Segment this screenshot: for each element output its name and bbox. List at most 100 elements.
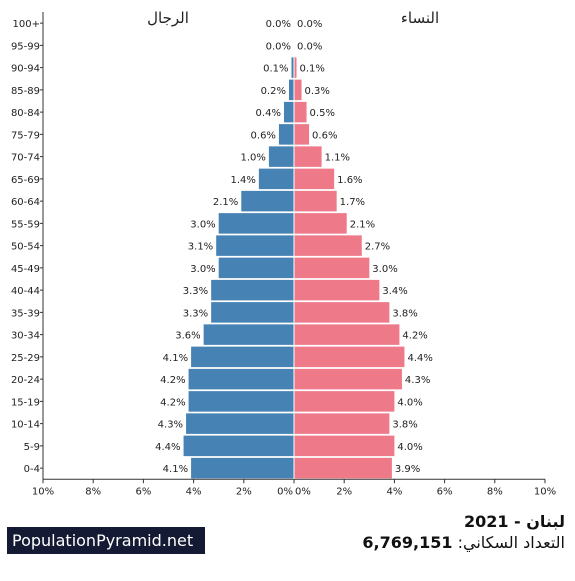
female-value-label: 0.3% [305, 86, 330, 97]
age-label: 15-19 [11, 397, 40, 408]
female-bar [294, 324, 400, 345]
x-tick-label: 0% [277, 486, 293, 497]
x-tick-label: 10% [534, 486, 556, 497]
female-bar [294, 435, 395, 457]
male-value-label: 3.1% [188, 242, 213, 253]
male-bar [188, 368, 294, 390]
female-bar [294, 101, 307, 123]
male-value-label: 0.2% [261, 86, 286, 97]
female-value-label: 3.4% [382, 286, 407, 297]
male-value-label: 3.0% [190, 264, 215, 275]
male-value-label: 4.3% [158, 420, 183, 431]
female-bar [294, 124, 310, 145]
age-label: 5-9 [24, 442, 40, 453]
age-label: 0-4 [24, 464, 40, 475]
male-value-label: 0.4% [256, 108, 281, 119]
age-label: 90-94 [11, 64, 40, 75]
female-bar [294, 257, 370, 279]
male-value-label: 4.2% [160, 397, 185, 408]
male-bar [218, 257, 294, 279]
x-tick-label: 0% [295, 486, 311, 497]
male-value-label: 3.0% [190, 219, 215, 230]
age-label: 75-79 [11, 130, 40, 141]
female-value-label: 2.7% [365, 242, 390, 253]
female-bar [294, 457, 392, 479]
age-label: 100+ [13, 19, 40, 30]
male-value-label: 0.1% [263, 64, 288, 75]
male-value-label: 4.4% [155, 442, 180, 453]
female-bar [294, 391, 395, 412]
male-bar [258, 168, 294, 190]
male-value-label: 0.0% [266, 19, 291, 30]
age-label: 20-24 [11, 375, 40, 386]
female-bar [294, 279, 380, 301]
male-bar [218, 213, 294, 234]
female-bar [294, 413, 390, 434]
female-value-label: 4.0% [397, 397, 422, 408]
male-bar [186, 413, 294, 434]
female-value-label: 3.0% [372, 264, 397, 275]
female-bar [294, 190, 337, 212]
female-value-label: 1.7% [340, 197, 365, 208]
female-bar [294, 346, 405, 368]
female-value-label: 3.8% [392, 420, 417, 431]
female-bar [294, 57, 297, 78]
age-label: 35-39 [11, 308, 40, 319]
male-value-label: 4.1% [163, 464, 188, 475]
male-value-label: 0.6% [251, 130, 276, 141]
male-series-header: الرجال [147, 9, 189, 27]
age-label: 70-74 [11, 153, 40, 164]
chart-title: لبنان - 2021 [463, 512, 565, 531]
male-bar [241, 190, 294, 212]
male-bar [183, 435, 294, 457]
age-label: 40-44 [11, 286, 40, 297]
age-label: 80-84 [11, 108, 40, 119]
male-value-label: 2.1% [213, 197, 238, 208]
age-label: 60-64 [11, 197, 40, 208]
age-label: 55-59 [11, 219, 40, 230]
male-bar [191, 457, 294, 479]
female-value-label: 1.1% [325, 153, 350, 164]
x-tick-label: 2% [236, 486, 252, 497]
male-bar [216, 235, 294, 256]
female-value-label: 4.3% [405, 375, 430, 386]
x-tick-label: 8% [487, 486, 503, 497]
brand-badge[interactable]: PopulationPyramid.net [7, 527, 205, 554]
x-tick-label: 4% [386, 486, 402, 497]
male-value-label: 1.0% [240, 153, 265, 164]
male-bar [268, 146, 294, 167]
female-value-label: 0.0% [297, 19, 322, 30]
population-label: التعداد السكاني: [457, 533, 565, 552]
female-value-label: 2.1% [350, 219, 375, 230]
male-bar [188, 391, 294, 412]
age-label: 45-49 [11, 264, 40, 275]
age-label: 30-34 [11, 331, 40, 342]
male-value-label: 0.0% [266, 41, 291, 52]
female-bar [294, 235, 362, 256]
female-value-label: 0.6% [312, 130, 337, 141]
male-bar [291, 57, 294, 78]
female-bar [294, 146, 322, 167]
age-label: 50-54 [11, 242, 40, 253]
x-tick-label: 6% [437, 486, 453, 497]
female-value-label: 4.2% [402, 331, 427, 342]
male-bar [211, 279, 294, 301]
female-value-label: 3.8% [392, 308, 417, 319]
male-bar [191, 346, 294, 368]
age-label: 95-99 [11, 41, 40, 52]
female-value-label: 0.0% [297, 41, 322, 52]
female-value-label: 4.4% [407, 353, 432, 364]
population-pyramid-chart: 100+ 0.0% 0.0% 95-99 0.0% 0.0% 90-94 0.1% 0.1% 85… [11, 9, 556, 497]
female-value-label: 1.6% [337, 175, 362, 186]
male-value-label: 3.3% [183, 308, 208, 319]
x-tick-label: 2% [336, 486, 352, 497]
male-bar [278, 124, 294, 145]
female-bar [294, 368, 402, 390]
female-bar [294, 213, 347, 234]
male-value-label: 4.2% [160, 375, 185, 386]
male-value-label: 1.4% [230, 175, 255, 186]
male-bar [203, 324, 294, 345]
male-value-label: 3.6% [175, 331, 200, 342]
x-tick-label: 6% [135, 486, 151, 497]
female-value-label: 4.0% [397, 442, 422, 453]
